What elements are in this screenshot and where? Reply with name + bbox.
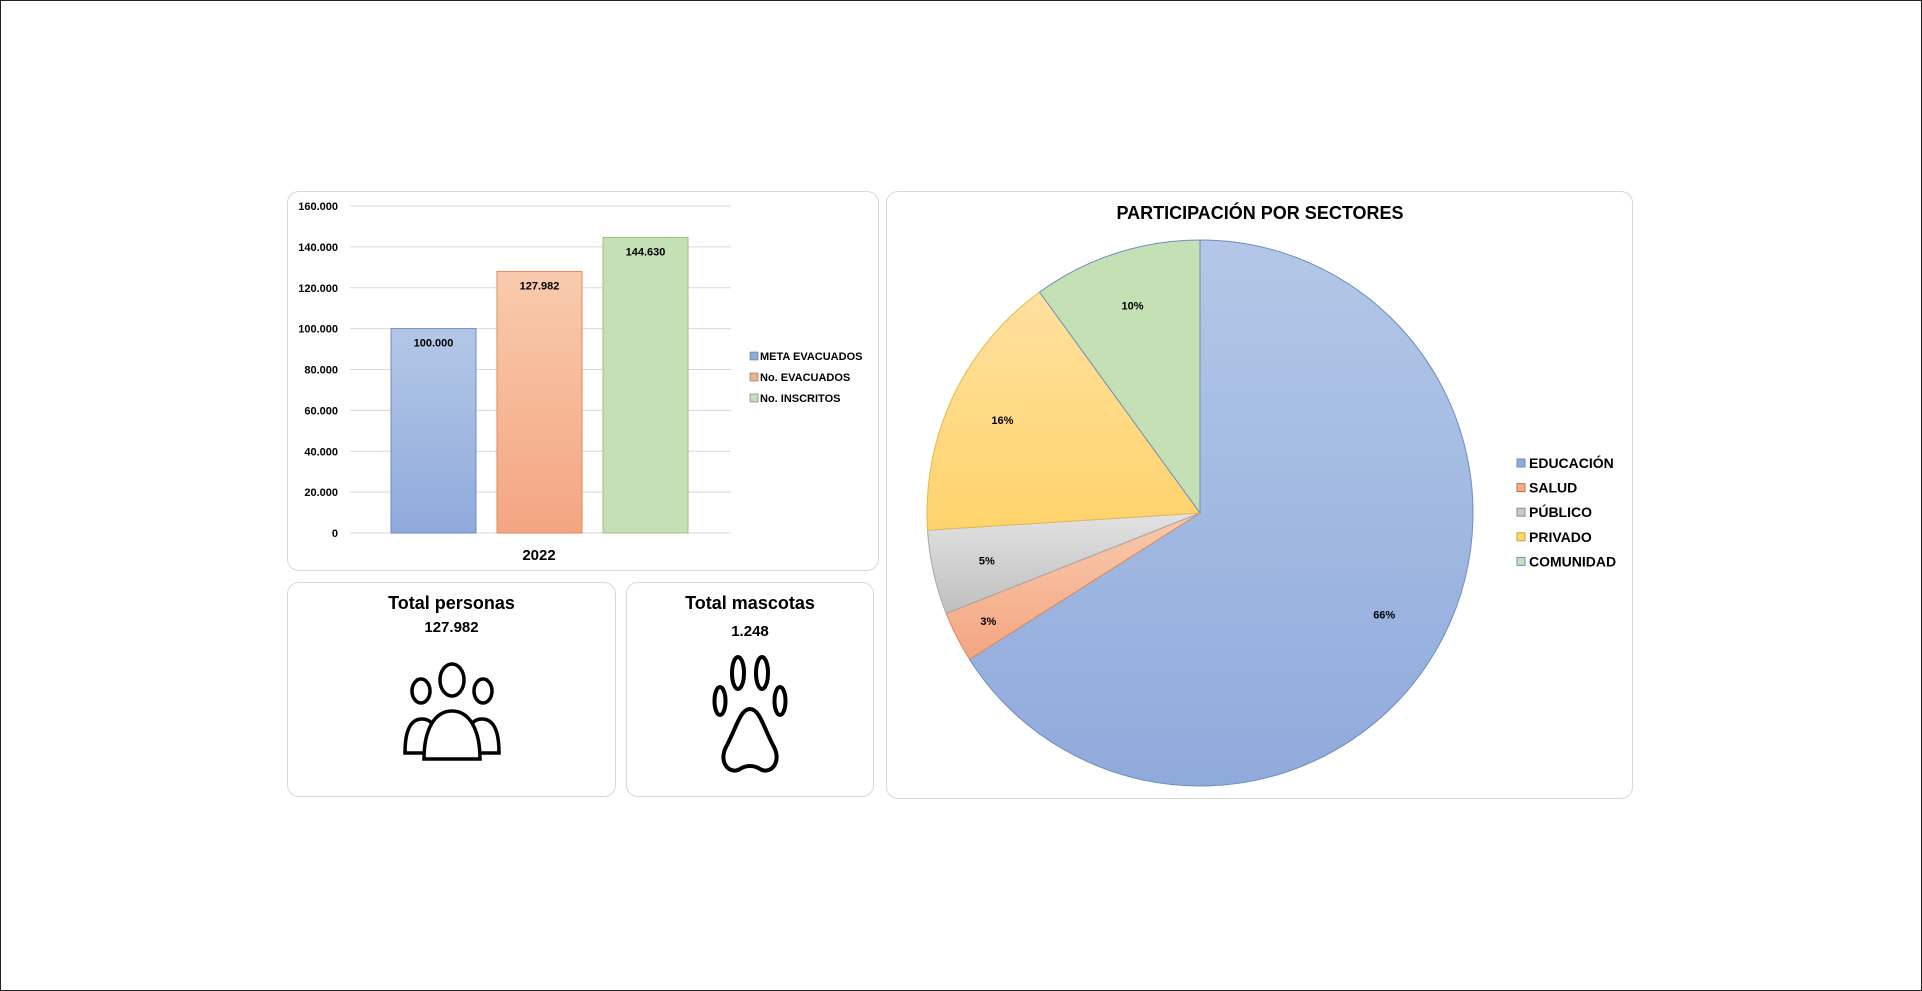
total-persons-value: 127.982: [424, 619, 479, 636]
pie-data-label: 16%: [991, 415, 1013, 427]
legend-swatch: [1516, 532, 1526, 542]
legend-label: COMUNIDAD: [1529, 553, 1616, 569]
y-tick-label: 140.000: [298, 242, 338, 254]
y-tick-label: 40.000: [304, 446, 338, 458]
pie-title: PARTICIPACIÓN POR SECTORES: [1116, 202, 1403, 223]
pie-chart-card: PARTICIPACIÓN POR SECTORES 66% 3% 5% 16% 10%…: [886, 191, 1633, 799]
pie-data-label: 3%: [980, 616, 996, 628]
bar-chart-card: 0 20.000 40.000 60.000 80.000 100.000 120.000 1…: [287, 191, 879, 571]
pie-data-label: 5%: [979, 556, 995, 568]
legend-swatch: [749, 393, 759, 403]
legend-swatch: [1516, 483, 1526, 493]
legend-swatch: [1516, 458, 1526, 468]
legend-label: SALUD: [1529, 480, 1577, 496]
x-category-label: 2022: [522, 547, 555, 564]
total-persons-card: Total personas 127.982: [287, 582, 616, 797]
bar-data-label: 100.000: [414, 338, 454, 350]
bar-no-inscritos: [602, 236, 689, 534]
bar-data-label: 127.982: [520, 280, 560, 292]
legend-swatch: [749, 351, 759, 361]
y-tick-label: 20.000: [304, 487, 338, 499]
pie-data-label: 10%: [1121, 300, 1143, 312]
legend-swatch: [1516, 507, 1526, 517]
legend-swatch: [1516, 556, 1526, 566]
pie-slice-comunidad: [1038, 239, 1201, 515]
legend-label: No. INSCRITOS: [760, 393, 840, 405]
pie-slice-educación: [968, 239, 1474, 787]
bar-chart: 0 20.000 40.000 60.000 80.000 100.000 120.000 1…: [298, 201, 862, 564]
total-pets-value: 1.248: [731, 623, 769, 640]
total-pets-title: Total mascotas: [685, 593, 815, 613]
total-pets-card: Total mascotas 1.248: [626, 582, 874, 797]
bar-meta-evacuados: [390, 328, 477, 534]
legend-swatch: [749, 372, 759, 382]
legend-label: EDUCACIÓN: [1529, 454, 1614, 471]
paw-icon: [712, 655, 788, 773]
pie-slice-privado: [926, 291, 1201, 531]
legend-label: PRIVADO: [1529, 529, 1592, 545]
y-tick-label: 120.000: [298, 283, 338, 295]
y-tick-label: 60.000: [304, 405, 338, 417]
legend-label: META EVACUADOS: [760, 351, 862, 363]
y-tick-label: 0: [332, 528, 338, 540]
pie-data-label: 66%: [1373, 609, 1395, 621]
legend-label: PÚBLICO: [1529, 503, 1592, 520]
y-tick-label: 160.000: [298, 201, 338, 213]
people-group-icon: [402, 662, 501, 761]
y-tick-label: 100.000: [298, 324, 338, 336]
pie-chart: PARTICIPACIÓN POR SECTORES 66% 3% 5% 16% 10%…: [926, 202, 1616, 787]
y-tick-label: 80.000: [304, 365, 338, 377]
bar-no-evacuados: [496, 270, 583, 534]
legend-label: No. EVACUADOS: [760, 372, 850, 384]
total-persons-title: Total personas: [388, 593, 515, 613]
bar-data-label: 144.630: [626, 246, 666, 258]
